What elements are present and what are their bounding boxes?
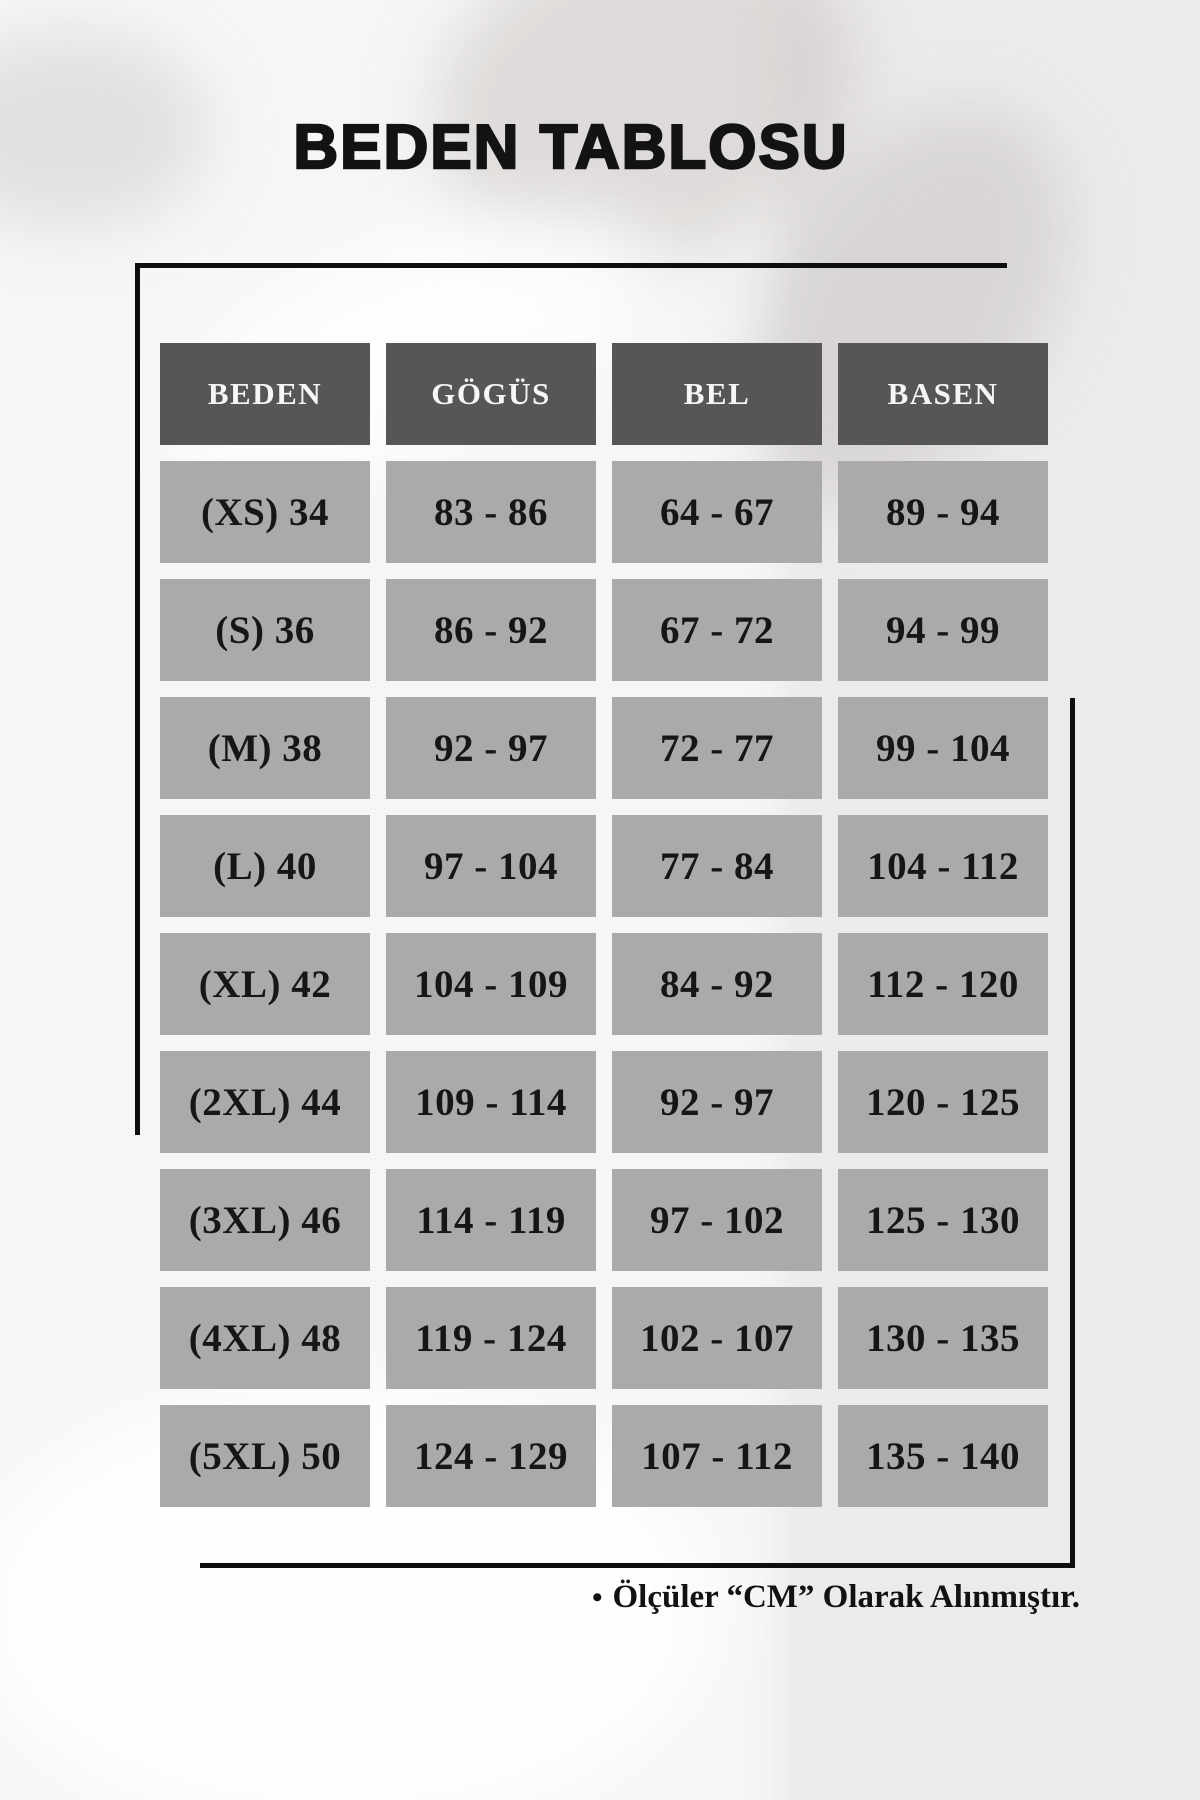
measurement-note-text: Ölçüler “CM” Olarak Alınmıştır.: [612, 1579, 1081, 1615]
size-cell: (3XL) 46: [160, 1169, 370, 1271]
size-cell: 102 - 107: [612, 1287, 822, 1389]
frame-line-bottom: [200, 1563, 1075, 1568]
size-cell: 114 - 119: [386, 1169, 596, 1271]
column-header-bel: BEL: [612, 343, 822, 445]
size-cell: (L) 40: [160, 815, 370, 917]
size-table: BEDEN GÖGÜS BEL BASEN (XS) 34 83 - 86 64…: [160, 343, 1048, 1507]
size-cell: 104 - 109: [386, 933, 596, 1035]
frame-line-top: [135, 263, 1007, 268]
size-cell: 92 - 97: [612, 1051, 822, 1153]
size-cell: 124 - 129: [386, 1405, 596, 1507]
column-header-beden: BEDEN: [160, 343, 370, 445]
size-cell: (M) 38: [160, 697, 370, 799]
frame-line-right: [1070, 698, 1075, 1568]
size-cell: 109 - 114: [386, 1051, 596, 1153]
size-cell: (XL) 42: [160, 933, 370, 1035]
size-cell: 97 - 104: [386, 815, 596, 917]
page-title: BEDEN TABLOSU: [292, 112, 849, 183]
size-cell: 72 - 77: [612, 697, 822, 799]
measurement-note: • Ölçüler “CM” Olarak Alınmıştır.: [135, 1579, 1080, 1616]
size-cell: 107 - 112: [612, 1405, 822, 1507]
bullet-icon: •: [591, 1581, 603, 1614]
size-cell: 97 - 102: [612, 1169, 822, 1271]
size-cell: 104 - 112: [838, 815, 1048, 917]
size-cell: 89 - 94: [838, 461, 1048, 563]
size-cell: (XS) 34: [160, 461, 370, 563]
size-cell: 99 - 104: [838, 697, 1048, 799]
size-cell: 120 - 125: [838, 1051, 1048, 1153]
size-cell: 130 - 135: [838, 1287, 1048, 1389]
size-cell: 83 - 86: [386, 461, 596, 563]
size-cell: 77 - 84: [612, 815, 822, 917]
size-cell: 92 - 97: [386, 697, 596, 799]
size-cell: 94 - 99: [838, 579, 1048, 681]
size-cell: 135 - 140: [838, 1405, 1048, 1507]
size-cell: 84 - 92: [612, 933, 822, 1035]
frame-line-left: [135, 263, 140, 1135]
size-cell: 125 - 130: [838, 1169, 1048, 1271]
size-cell: 112 - 120: [838, 933, 1048, 1035]
size-cell: (S) 36: [160, 579, 370, 681]
size-cell: (4XL) 48: [160, 1287, 370, 1389]
size-cell: 64 - 67: [612, 461, 822, 563]
column-header-gogus: GÖGÜS: [386, 343, 596, 445]
size-cell: (5XL) 50: [160, 1405, 370, 1507]
size-cell: 67 - 72: [612, 579, 822, 681]
size-cell: 86 - 92: [386, 579, 596, 681]
size-cell: (2XL) 44: [160, 1051, 370, 1153]
size-cell: 119 - 124: [386, 1287, 596, 1389]
column-header-basen: BASEN: [838, 343, 1048, 445]
